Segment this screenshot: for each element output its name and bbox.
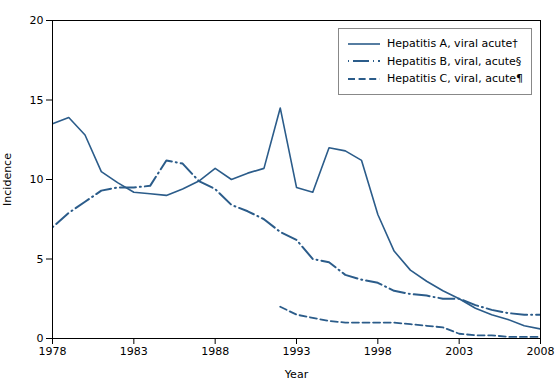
svg-text:15: 15	[30, 94, 44, 107]
svg-text:0: 0	[37, 332, 44, 345]
svg-text:1983: 1983	[120, 345, 148, 358]
svg-text:1988: 1988	[201, 345, 229, 358]
html-text:Hepatitis B, viral, acute§: Hepatitis B, viral, acute§	[386, 54, 522, 68]
svg-text:2003: 2003	[445, 345, 473, 358]
svg-text:10: 10	[30, 173, 44, 186]
html-text:Hepatitis C, viral, acute¶: Hepatitis C, viral, acute¶	[386, 72, 523, 86]
svg-text:2008: 2008	[527, 345, 555, 358]
svg-text:1998: 1998	[364, 345, 392, 358]
svg-text:5: 5	[37, 253, 44, 266]
html-text:Hepatitis A, viral acute†: Hepatitis A, viral acute†	[386, 37, 518, 50]
svg-text:1993: 1993	[283, 345, 311, 358]
svg-text:20: 20	[30, 14, 44, 27]
svg-text:Incidence: Incidence	[1, 153, 14, 206]
svg-text:1978: 1978	[39, 345, 67, 358]
svg-text:Year: Year	[284, 368, 309, 381]
